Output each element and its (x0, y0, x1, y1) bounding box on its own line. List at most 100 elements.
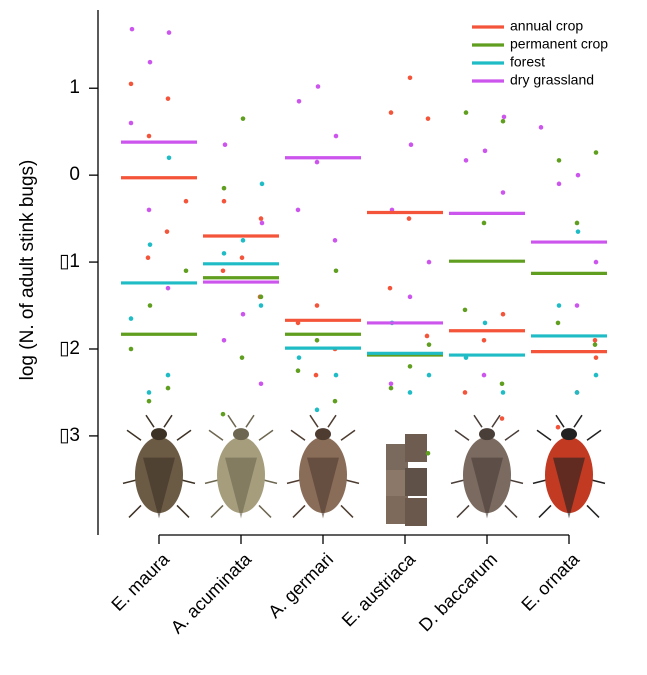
data-point (482, 148, 488, 154)
data-point (463, 110, 469, 115)
data-point (332, 238, 338, 243)
data-point (220, 268, 226, 274)
data-point (407, 75, 413, 81)
data-point (146, 207, 152, 213)
data-point (556, 303, 562, 308)
data-point (555, 320, 561, 326)
bug-pattern (307, 457, 339, 519)
data-point (500, 311, 506, 317)
data-point (500, 190, 506, 195)
data-point (147, 303, 153, 308)
data-point (481, 372, 487, 378)
data-point (164, 229, 170, 234)
data-point (333, 133, 339, 139)
bug-block (386, 496, 408, 524)
data-point (482, 320, 488, 326)
x-tick-label: E. austriaca (338, 548, 420, 630)
data-point (425, 450, 431, 456)
data-point (147, 59, 153, 65)
data-point (128, 81, 134, 87)
data-point (221, 337, 227, 343)
data-point (387, 285, 393, 291)
bug-block (405, 498, 427, 526)
data-point (388, 110, 394, 115)
data-point (145, 255, 151, 261)
data-point (556, 158, 562, 163)
data-point (165, 385, 171, 391)
bug-pattern (143, 457, 175, 519)
data-point (406, 216, 412, 221)
data-point (574, 220, 580, 226)
bug-head (233, 428, 249, 441)
data-point (295, 368, 301, 374)
bug-head (561, 428, 577, 441)
data-point (500, 390, 506, 395)
data-point (166, 30, 172, 35)
bug-photo (450, 414, 524, 519)
data-point (481, 220, 487, 226)
data-point (239, 355, 245, 360)
legend-label: permanent crop (510, 36, 608, 52)
data-point (575, 229, 581, 234)
data-point (593, 355, 599, 360)
data-point (501, 114, 507, 120)
data-point (426, 342, 432, 347)
data-point (258, 294, 264, 300)
data-point (500, 118, 506, 124)
data-point (314, 303, 320, 308)
data-point (221, 251, 227, 256)
x-tick-label: A. acuminata (167, 548, 256, 637)
data-point (240, 116, 246, 121)
bug-block (405, 468, 427, 496)
data-point (314, 407, 320, 413)
data-point (538, 125, 544, 130)
bug-legs (122, 414, 196, 518)
data-point (259, 181, 265, 187)
data-point (240, 238, 246, 243)
data-point (462, 390, 468, 395)
data-point (592, 342, 598, 347)
legend-label: dry grassland (510, 72, 594, 88)
data-point (481, 337, 487, 343)
data-point (593, 259, 599, 265)
data-point (147, 242, 153, 247)
bug-photo (532, 414, 606, 519)
y-axis-label: log (N. of adult stink bugs) (17, 160, 38, 381)
data-point (258, 216, 264, 221)
x-tick-label: E. maura (107, 548, 173, 614)
data-point (296, 98, 302, 104)
x-tick-label: D. baccarum (415, 549, 501, 635)
data-point (165, 372, 171, 378)
data-point (333, 268, 339, 274)
bug-legs (286, 414, 360, 518)
data-point (593, 150, 599, 155)
bug-pattern (225, 457, 257, 519)
x-tick-label: A. germari (264, 549, 337, 622)
data-point (146, 390, 152, 395)
data-point (408, 142, 414, 148)
data-point (462, 307, 468, 313)
data-point (574, 303, 580, 308)
bug-block (386, 470, 408, 498)
data-point (313, 372, 319, 378)
data-point (240, 311, 246, 317)
bug-block (386, 444, 408, 472)
data-point (555, 424, 561, 430)
data-point (407, 364, 413, 369)
data-point (221, 185, 227, 191)
bug-head (479, 428, 495, 441)
data-point (314, 159, 320, 165)
bug-block (405, 434, 427, 462)
data-point (499, 416, 505, 421)
data-point (129, 26, 135, 32)
data-point (295, 207, 301, 213)
data-point (574, 390, 580, 395)
data-point (128, 316, 134, 321)
data-point (165, 96, 171, 101)
legend-label: annual crop (510, 18, 583, 34)
data-point (221, 198, 227, 204)
data-point (407, 294, 413, 300)
data-point (426, 372, 432, 378)
